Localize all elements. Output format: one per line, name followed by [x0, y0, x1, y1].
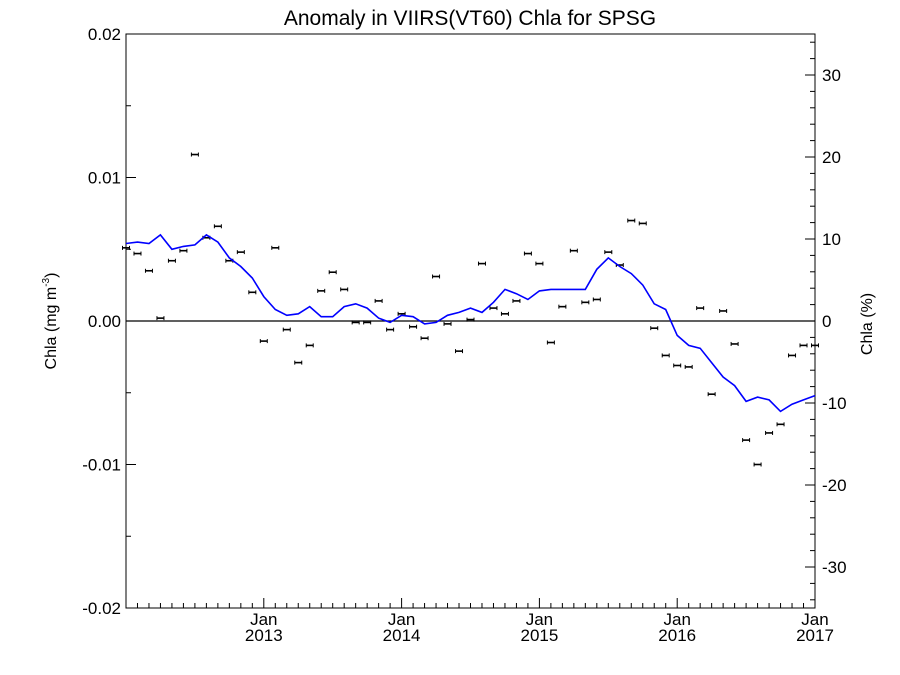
- running-mean-line: [125, 233, 816, 413]
- x-tick-label-month: Jan: [801, 610, 828, 629]
- anomaly-point: [317, 288, 326, 293]
- anomaly-point: [248, 290, 257, 295]
- anomaly-point: [213, 224, 222, 229]
- anomaly-point: [122, 245, 130, 250]
- anomaly-point: [236, 250, 245, 255]
- left-axis-label-text: Chla (mg m: [43, 287, 60, 370]
- anomaly-point: [466, 317, 475, 322]
- right-tick-label: 20: [822, 148, 841, 167]
- anomaly-point: [271, 245, 280, 250]
- x-tick-label-month: Jan: [250, 610, 277, 629]
- anomaly-point: [282, 327, 291, 332]
- x-tick-label-year: 2013: [245, 626, 283, 645]
- anomaly-point: [730, 341, 739, 346]
- anomaly-point: [167, 258, 176, 263]
- left-axis-label: Chla (mg m-3): [41, 273, 60, 370]
- anomaly-point: [627, 218, 636, 223]
- anomaly-point: [765, 430, 774, 435]
- anomaly-point: [328, 270, 337, 275]
- x-tick-label-month: Jan: [663, 610, 690, 629]
- anomaly-point: [259, 339, 268, 344]
- left-axis-label-exponent: -3: [41, 277, 52, 286]
- right-tick-label: 30: [822, 66, 841, 85]
- anomaly-point: [477, 261, 486, 266]
- anomaly-point: [811, 343, 819, 348]
- anomaly-point: [305, 343, 314, 348]
- left-tick-label: 0.02: [88, 25, 121, 44]
- x-tick-label-year: 2014: [383, 626, 421, 645]
- x-tick-label-month: Jan: [526, 610, 553, 629]
- anomaly-point: [581, 300, 590, 305]
- anomaly-point: [638, 221, 647, 226]
- x-tick-label-year: 2016: [658, 626, 696, 645]
- anomaly-point: [604, 250, 613, 255]
- anomaly-point: [707, 392, 716, 397]
- anomaly-point: [190, 152, 199, 157]
- anomaly-point: [420, 336, 429, 341]
- anomaly-point: [409, 324, 418, 329]
- anomaly-point: [788, 353, 797, 358]
- anomaly-point: [363, 320, 372, 325]
- anomaly-point: [684, 364, 693, 369]
- anomaly-point: [673, 363, 682, 368]
- anomaly-point: [742, 438, 751, 443]
- anomaly-point: [156, 316, 165, 321]
- anomaly-points: [122, 152, 819, 467]
- right-axis-label: Chla (%): [859, 293, 876, 355]
- anomaly-point: [776, 422, 785, 427]
- anomaly-point: [696, 306, 705, 311]
- anomaly-point: [455, 349, 464, 354]
- anomaly-point: [558, 304, 567, 309]
- anomaly-point: [592, 297, 601, 302]
- anomaly-point: [799, 343, 808, 348]
- left-axis-label-close: ): [43, 273, 60, 278]
- x-tick-label-month: Jan: [388, 610, 415, 629]
- anomaly-point: [443, 321, 452, 326]
- left-axis-ticks: 0.02 0.01 0.00 -0.01 -0.02: [82, 25, 136, 618]
- anomaly-point: [753, 462, 762, 467]
- anomaly-point: [489, 306, 498, 311]
- anomaly-point: [661, 353, 670, 358]
- right-tick-label: -30: [822, 558, 847, 577]
- left-tick-label: -0.01: [82, 456, 121, 475]
- anomaly-point: [500, 311, 509, 316]
- left-tick-label: -0.02: [82, 599, 121, 618]
- plot-area: 0.020.010.00-0.01-0.02 3020100-10-20-30 …: [82, 25, 846, 645]
- anomaly-point: [144, 268, 153, 273]
- anomaly-point: [340, 287, 349, 292]
- anomaly-point: [523, 251, 532, 256]
- anomaly-point: [351, 320, 360, 325]
- anomaly-point: [535, 261, 544, 266]
- right-tick-label: -20: [822, 476, 847, 495]
- right-tick-label: 10: [822, 230, 841, 249]
- x-tick-label-year: 2017: [796, 626, 834, 645]
- chart-title: Anomaly in VIIRS(VT60) Chla for SPSG: [284, 7, 656, 30]
- left-tick-label: 0.01: [88, 169, 121, 188]
- anomaly-point: [294, 360, 303, 365]
- anomaly-point: [179, 248, 188, 253]
- x-tick-label-year: 2015: [520, 626, 558, 645]
- right-tick-label: 0: [822, 312, 831, 331]
- anomaly-point: [719, 308, 728, 313]
- anomaly-point: [133, 251, 142, 256]
- anomaly-point: [512, 298, 521, 303]
- anomaly-point: [386, 327, 395, 332]
- anomaly-point: [650, 326, 659, 331]
- anomaly-point: [546, 340, 555, 345]
- right-tick-label: -10: [822, 394, 847, 413]
- left-tick-label: 0.00: [88, 312, 121, 331]
- anomaly-point: [432, 274, 441, 279]
- anomaly-point: [374, 298, 383, 303]
- right-axis-ticks: 30 20 10 0 -10 -20 -30: [805, 41, 847, 601]
- anomaly-point: [569, 248, 578, 253]
